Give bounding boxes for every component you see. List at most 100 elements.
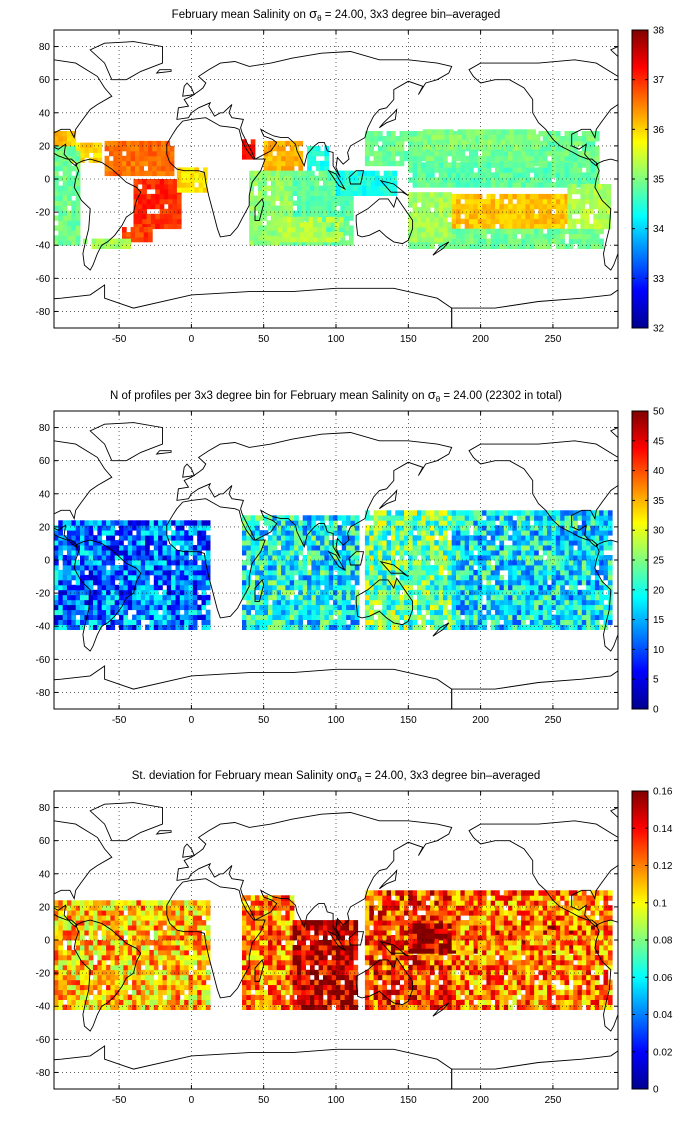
bin-cell [104, 243, 110, 249]
bin-cell [152, 165, 157, 172]
bin-cell [275, 235, 280, 241]
bin-cell [188, 589, 194, 596]
bin-cell [307, 584, 312, 591]
bin-cell [503, 614, 509, 620]
bin-cell [451, 589, 457, 596]
bin-cell [162, 550, 168, 556]
bin-cell [560, 177, 565, 183]
bin-cell [93, 624, 98, 630]
bin-cell [123, 574, 129, 581]
bin-cell [499, 520, 505, 526]
bin-cell [443, 604, 448, 611]
bin-cell [451, 609, 457, 616]
bin-cell [67, 200, 72, 206]
bin-cell [126, 145, 131, 152]
bin-cell [547, 198, 552, 205]
bin-cell [281, 555, 286, 561]
bin-cell [197, 520, 202, 526]
bin-cell [71, 175, 77, 182]
bin-cell [331, 195, 337, 201]
bin-cell [503, 510, 509, 516]
bin-cell [272, 555, 278, 561]
bin-cell [589, 223, 594, 230]
bin-cell [456, 525, 461, 531]
bin-cell [62, 545, 68, 551]
bin-cell [542, 599, 548, 606]
bin-cell [104, 145, 110, 152]
bin-cell [555, 540, 561, 546]
bin-cell [382, 535, 387, 541]
bin-cell [149, 540, 155, 546]
bin-cell [443, 609, 448, 616]
bin-cell [281, 150, 286, 157]
bin-cell [366, 175, 372, 182]
bin-cell [421, 624, 426, 630]
bin-cell [421, 222, 426, 228]
bin-cell [294, 594, 299, 601]
bin-cell [564, 145, 570, 152]
bin-cell [490, 550, 496, 556]
bin-cell [508, 167, 513, 173]
bin-cell [327, 170, 332, 177]
bin-cell [460, 233, 466, 239]
bin-cell [307, 579, 312, 586]
bin-cell [373, 530, 379, 536]
bin-cell [469, 150, 474, 157]
bin-cell [161, 165, 166, 172]
bin-cell [324, 604, 330, 611]
bin-cell [586, 510, 591, 516]
bin-cell [255, 535, 260, 541]
bin-cell [589, 198, 594, 205]
bin-cell [192, 530, 198, 536]
bin-cell [314, 175, 319, 182]
bin-cell [534, 574, 539, 581]
bin-cell [184, 574, 189, 581]
bin-cell [443, 599, 448, 606]
bin-cell [438, 530, 444, 536]
bin-cell [307, 165, 312, 172]
bin-cell [438, 545, 444, 551]
bin-cell [281, 550, 286, 556]
bin-cell [443, 510, 448, 516]
bin-cell [364, 565, 370, 571]
bin-cell [464, 569, 470, 576]
bin-cell [577, 233, 583, 239]
bin-cell [451, 569, 457, 576]
bin-cell [162, 560, 168, 566]
bin-cell [542, 145, 548, 152]
bin-cell [473, 203, 479, 210]
bin-cell [289, 604, 295, 611]
bin-cell [482, 243, 487, 249]
bin-cell [276, 594, 282, 601]
bin-cell [464, 193, 470, 200]
bin-cell [447, 515, 453, 521]
bin-cell [307, 550, 312, 556]
bin-cell [513, 144, 519, 150]
bin-cell [404, 599, 409, 606]
bin-cell [109, 170, 114, 177]
bin-cell [285, 540, 291, 546]
bin-cell [551, 569, 557, 576]
bin-cell [534, 545, 539, 551]
bin-cell [75, 560, 81, 566]
colorbar-tick-label: 34 [653, 224, 665, 235]
bin-cell [412, 604, 418, 611]
bin-cell [512, 609, 518, 616]
bin-cell [521, 167, 526, 173]
bin-cell [447, 565, 453, 571]
bin-cell [607, 560, 613, 566]
bin-cell [564, 213, 570, 220]
bin-cell [568, 594, 574, 601]
bin-cell [434, 167, 439, 173]
bin-cell [391, 609, 396, 616]
bin-cell [477, 614, 483, 620]
bin-cell [346, 560, 351, 566]
bin-cell [425, 579, 431, 586]
bin-cell [388, 170, 393, 177]
bin-cell [364, 584, 370, 591]
bin-cell [593, 184, 599, 190]
bin-cell [391, 136, 396, 142]
bin-cell [377, 560, 383, 566]
bin-cell [80, 525, 85, 531]
bin-cell [382, 155, 387, 162]
